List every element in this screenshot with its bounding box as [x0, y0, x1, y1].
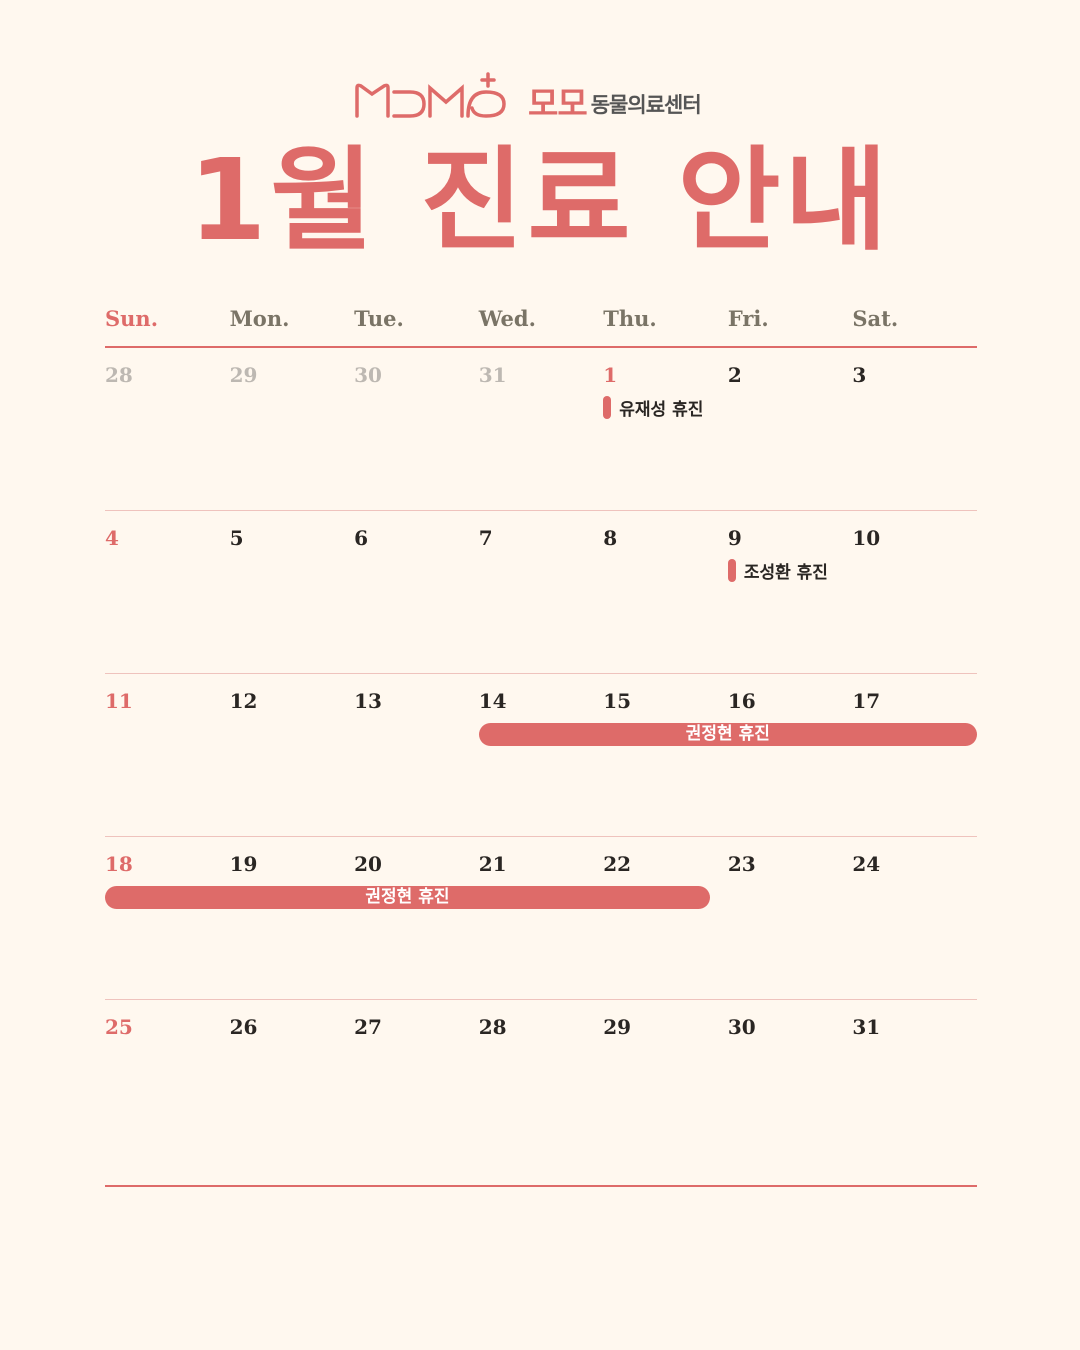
brand-logo: 모모 동물의료센터: [354, 72, 702, 123]
day-cell[interactable]: 14: [479, 674, 604, 836]
day-cell[interactable]: 2: [728, 348, 853, 510]
weekday-wed: Wed.: [478, 306, 536, 331]
day-number: 6: [354, 526, 369, 550]
day-number: 2: [727, 363, 742, 387]
weekday-sun: Sun.: [105, 306, 159, 331]
day-cell[interactable]: 9 조성환 휴진: [727, 511, 853, 673]
day-number: 30: [727, 1015, 756, 1039]
day-number: 16: [727, 689, 756, 713]
day-number: 1: [603, 363, 618, 387]
day-cell[interactable]: 15: [603, 674, 728, 836]
day-cell[interactable]: 21: [479, 837, 604, 999]
event-item[interactable]: 조성환 휴진: [727, 558, 828, 583]
day-number: 28: [478, 1015, 507, 1039]
day-cell[interactable]: 31: [479, 348, 604, 510]
day-number: 30: [354, 363, 382, 387]
day-number: 12: [229, 689, 258, 713]
calendar-week: 18 19 20 21 22 23 24 권정현 휴진: [105, 837, 977, 1000]
calendar-week: 4 5 6 7 8 9 조성환 휴진 10: [105, 511, 977, 674]
day-cell[interactable]: 12: [230, 674, 355, 836]
day-cell[interactable]: 25: [105, 1000, 230, 1185]
day-number: 26: [229, 1015, 258, 1039]
day-cell[interactable]: 28: [479, 1000, 604, 1185]
day-number: 19: [229, 852, 258, 876]
day-number: 21: [478, 852, 507, 876]
day-cell[interactable]: 16: [728, 674, 853, 836]
calendar-week: 11 12 13 14 15 16 17 권정현 휴진: [105, 674, 977, 837]
day-number: 27: [354, 1015, 382, 1039]
day-cell[interactable]: 28: [105, 348, 230, 510]
calendar: Sun. Mon. Tue. Wed. Thu. Fri. Sat. 28 29 30 31 1 유재…: [105, 300, 977, 1187]
day-number: 18: [105, 852, 133, 876]
day-number: 11: [105, 689, 133, 713]
day-number: 7: [478, 526, 493, 550]
page-title: 1월 진료 안내: [188, 136, 892, 266]
event-item[interactable]: 유재성 휴진: [603, 395, 703, 420]
day-number: 13: [354, 689, 382, 713]
day-cell[interactable]: 3: [852, 348, 977, 510]
day-number: 14: [478, 689, 507, 713]
day-number: 20: [354, 852, 382, 876]
event-marker-icon: [603, 396, 612, 419]
day-number: 3: [852, 363, 867, 387]
weekday-mon: Mon.: [229, 306, 290, 331]
event-marker-icon: [727, 559, 736, 582]
day-number: 4: [105, 526, 119, 550]
day-cell[interactable]: 27: [354, 1000, 479, 1185]
brand-name: 모모: [528, 84, 588, 123]
day-cell[interactable]: 24: [852, 837, 977, 999]
day-cell[interactable]: 31: [852, 1000, 977, 1185]
day-number: 28: [105, 363, 133, 387]
day-number: 31: [478, 363, 507, 387]
event-range-bar[interactable]: 권정현 휴진: [478, 723, 977, 746]
day-cell[interactable]: 20: [354, 837, 479, 999]
day-cell[interactable]: 11: [105, 674, 230, 836]
day-number: 15: [603, 689, 632, 713]
day-cell[interactable]: 8: [603, 511, 728, 673]
day-cell[interactable]: 19: [230, 837, 355, 999]
day-number: 22: [603, 852, 632, 876]
weekday-tue: Tue.: [354, 306, 404, 331]
day-number: 5: [229, 526, 244, 550]
weekday-sat: Sat.: [852, 306, 899, 331]
event-range-bar[interactable]: 권정현 휴진: [105, 886, 710, 909]
day-cell[interactable]: 4: [105, 511, 230, 673]
weekday-header: Sun. Mon. Tue. Wed. Thu. Fri. Sat.: [105, 300, 977, 348]
day-number: 25: [105, 1015, 133, 1039]
day-number: 23: [727, 852, 756, 876]
event-label: 조성환 휴진: [743, 563, 828, 583]
day-number: 10: [852, 526, 881, 550]
weekday-fri: Fri.: [727, 306, 769, 331]
day-cell[interactable]: 30: [728, 1000, 853, 1185]
calendar-weeks: 28 29 30 31 1 유재성 휴진 2 3 4 5 6 7 8 9 조성환 휴진 10 11 12 13 14 1…: [105, 348, 977, 1187]
day-number: 29: [603, 1015, 632, 1039]
day-number: 29: [229, 363, 258, 387]
weekday-thu: Thu.: [603, 306, 657, 331]
day-cell[interactable]: 29: [230, 348, 355, 510]
day-cell[interactable]: 7: [479, 511, 604, 673]
day-cell[interactable]: 30: [354, 348, 479, 510]
day-cell[interactable]: 6: [354, 511, 479, 673]
day-number: 31: [852, 1015, 881, 1039]
day-cell[interactable]: 5: [230, 511, 355, 673]
day-cell[interactable]: 10: [852, 511, 977, 673]
day-number: 24: [852, 852, 881, 876]
momo-logo-icon: [355, 72, 506, 118]
day-cell[interactable]: 1 유재성 휴진: [603, 348, 728, 510]
day-number: 9: [727, 526, 742, 550]
day-cell[interactable]: 13: [354, 674, 479, 836]
brand-subtitle: 동물의료센터: [590, 93, 702, 117]
calendar-week: 25 26 27 28 29 30 31: [105, 1000, 977, 1187]
day-cell[interactable]: 22: [603, 837, 728, 999]
event-label: 유재성 휴진: [619, 400, 704, 420]
day-cell[interactable]: 23: [728, 837, 853, 999]
day-cell[interactable]: 29: [603, 1000, 728, 1185]
day-number: 17: [852, 689, 881, 713]
day-cell[interactable]: 17: [852, 674, 977, 836]
day-number: 8: [603, 526, 618, 550]
day-cell[interactable]: 18: [105, 837, 230, 999]
day-cell[interactable]: 26: [230, 1000, 355, 1185]
calendar-week: 28 29 30 31 1 유재성 휴진 2 3: [105, 348, 977, 511]
